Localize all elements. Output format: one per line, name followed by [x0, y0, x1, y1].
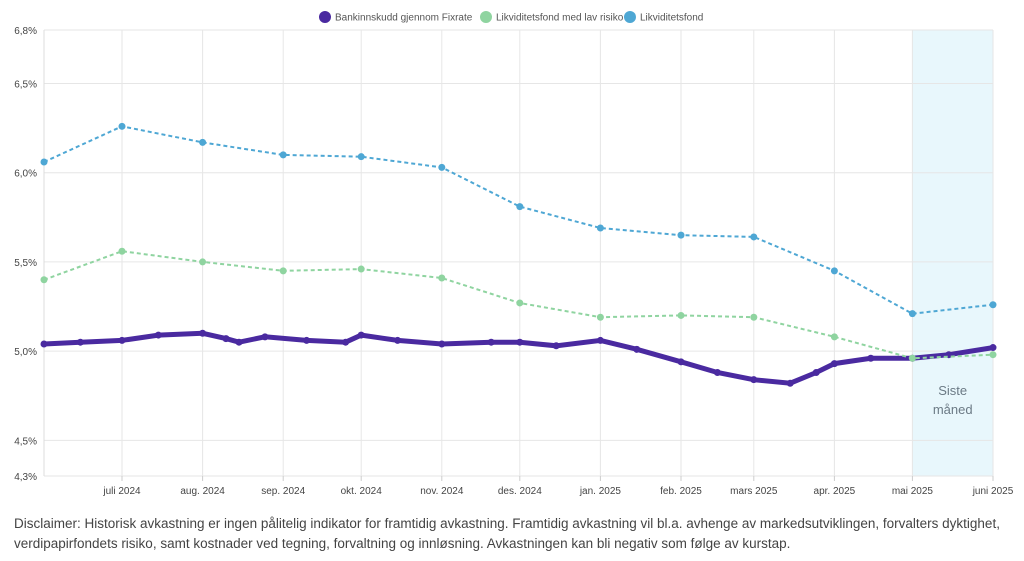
data-point[interactable]	[394, 336, 402, 344]
data-point[interactable]	[76, 338, 84, 346]
data-point[interactable]	[438, 274, 446, 282]
x-tick-label: juli 2024	[102, 486, 141, 497]
x-tick-label: okt. 2024	[341, 486, 383, 497]
data-point[interactable]	[357, 153, 365, 161]
data-point[interactable]	[438, 163, 446, 171]
data-point[interactable]	[118, 122, 126, 130]
x-tick-label: sep. 2024	[261, 486, 305, 497]
data-point[interactable]	[516, 299, 524, 307]
x-tick-label: nov. 2024	[420, 486, 464, 497]
data-point[interactable]	[438, 340, 446, 348]
data-point[interactable]	[118, 247, 126, 255]
data-point[interactable]	[677, 231, 685, 239]
y-tick-label: 6,5%	[14, 80, 37, 91]
data-point[interactable]	[830, 267, 838, 275]
data-point[interactable]	[677, 358, 685, 366]
data-point[interactable]	[154, 331, 162, 339]
y-tick-label: 4,5%	[14, 436, 37, 447]
data-point[interactable]	[40, 158, 48, 166]
data-point[interactable]	[989, 301, 997, 309]
data-point[interactable]	[830, 360, 838, 368]
data-point[interactable]	[40, 340, 48, 348]
legend-label: Likviditetsfond med lav risiko	[496, 13, 624, 24]
y-tick-label: 5,0%	[14, 347, 37, 358]
x-tick-label: mars 2025	[730, 486, 778, 497]
data-point[interactable]	[908, 354, 916, 362]
y-tick-label: 6,0%	[14, 169, 37, 180]
x-tick-label: aug. 2024	[180, 486, 225, 497]
legend-item-1[interactable]: Bankinnskudd gjennom Fixrate	[319, 11, 473, 24]
legend-marker	[624, 11, 636, 23]
data-point[interactable]	[812, 369, 820, 377]
legend-marker	[319, 11, 331, 23]
data-point[interactable]	[199, 138, 207, 146]
data-point[interactable]	[750, 376, 758, 384]
data-point[interactable]	[713, 369, 721, 377]
x-tick-label: mai 2025	[892, 486, 934, 497]
data-point[interactable]	[596, 313, 604, 321]
series-1	[40, 329, 997, 387]
data-point[interactable]	[516, 338, 524, 346]
x-tick-label: apr. 2025	[814, 486, 856, 497]
x-tick-label: des. 2024	[498, 486, 542, 497]
data-point[interactable]	[552, 342, 560, 350]
highlight-band-layer: Siste måned	[912, 30, 993, 476]
series-line	[41, 330, 996, 386]
x-tick-label: juni 2025	[972, 486, 1014, 497]
legend-item-2[interactable]: Likviditetsfond med lav risiko	[480, 11, 624, 24]
disclaimer-text: Disclaimer: Historisk avkastning er inge…	[14, 516, 1000, 551]
data-point[interactable]	[830, 333, 838, 341]
data-point[interactable]	[357, 331, 365, 339]
data-point[interactable]	[235, 338, 243, 346]
legend-marker	[480, 11, 492, 23]
data-point[interactable]	[279, 267, 287, 275]
data-point[interactable]	[261, 333, 269, 341]
x-tick-label: feb. 2025	[660, 486, 702, 497]
data-point[interactable]	[118, 336, 126, 344]
data-point[interactable]	[342, 338, 350, 346]
highlight-band-label-line2: måned	[933, 402, 973, 417]
highlight-band	[912, 30, 993, 476]
data-point[interactable]	[222, 335, 230, 343]
data-point[interactable]	[908, 310, 916, 318]
data-point[interactable]	[596, 336, 604, 344]
data-point[interactable]	[303, 336, 311, 344]
y-tick-label: 4,3%	[14, 472, 37, 483]
legend-item-3[interactable]: Likviditetsfond	[624, 11, 703, 24]
data-point[interactable]	[750, 233, 758, 241]
data-point[interactable]	[989, 344, 997, 352]
data-point[interactable]	[516, 203, 524, 211]
axis-layer: 4,3% 4,5% 5,0% 5,5% 6,0% 6,5% 6,8% juli 2024 aug…	[14, 26, 1014, 497]
series-2	[40, 247, 997, 362]
grid-layer	[43, 29, 994, 477]
data-point[interactable]	[989, 351, 997, 359]
legend[interactable]: Bankinnskudd gjennom Fixrate Likviditetsf…	[319, 11, 703, 24]
data-point[interactable]	[199, 329, 207, 337]
legend-label: Likviditetsfond	[640, 13, 703, 24]
data-point[interactable]	[786, 379, 794, 387]
y-tick-label: 6,8%	[14, 26, 37, 37]
data-point[interactable]	[279, 151, 287, 159]
series-3	[40, 122, 997, 318]
data-point[interactable]	[750, 313, 758, 321]
data-point[interactable]	[199, 258, 207, 266]
data-point[interactable]	[357, 265, 365, 273]
data-point[interactable]	[596, 224, 604, 232]
highlight-band-label-line1: Siste	[938, 383, 967, 398]
y-tick-label: 5,5%	[14, 258, 37, 269]
series-line	[43, 125, 994, 315]
x-tick-label: jan. 2025	[579, 486, 622, 497]
return-chart: Siste måned 4,3% 4,5% 5,0% 5,5% 6,0% 6,5% 6,8% j…	[14, 11, 1014, 497]
data-point[interactable]	[677, 311, 685, 319]
series-layer	[40, 122, 997, 387]
data-point[interactable]	[867, 354, 875, 362]
data-point[interactable]	[633, 345, 641, 353]
data-point[interactable]	[40, 276, 48, 284]
legend-label: Bankinnskudd gjennom Fixrate	[335, 13, 473, 24]
data-point[interactable]	[487, 338, 495, 346]
